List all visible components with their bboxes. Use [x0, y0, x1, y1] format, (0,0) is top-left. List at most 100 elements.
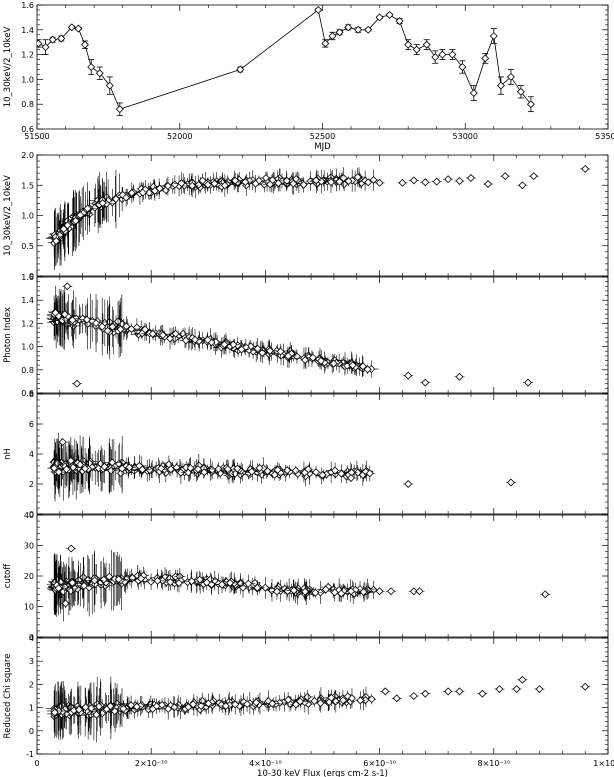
y-tick-label: 0.6	[21, 389, 34, 398]
data-point	[421, 689, 430, 698]
data-point	[535, 685, 544, 694]
y-tick-label: 1.6	[21, 1, 34, 10]
data-point	[261, 173, 270, 182]
y-tick-label: 0	[29, 633, 34, 642]
y-tick-label: 0.8	[21, 366, 34, 375]
data-point	[412, 45, 421, 54]
data-point	[526, 100, 535, 109]
data-point	[387, 587, 395, 596]
data-point	[292, 174, 301, 183]
data-point	[158, 331, 167, 340]
data-point	[369, 585, 378, 594]
data-point	[153, 576, 162, 585]
y-tick-label: 20	[24, 572, 34, 581]
data-point	[327, 178, 336, 187]
data-point	[252, 698, 261, 707]
data-point	[318, 471, 327, 479]
data-point	[63, 282, 72, 291]
data-point	[283, 466, 292, 475]
y-axis-label: 10_30keV/2_10keV	[3, 175, 13, 256]
data-point	[415, 587, 424, 596]
data-point	[116, 469, 125, 478]
chart-photon-index: 0.6 0.8 1.0 1.2 1.4 1.6 Photon Index	[3, 273, 609, 398]
y-tick-label: 0.6	[21, 125, 34, 134]
data-point	[356, 696, 365, 705]
x-tick-label: 51500	[24, 132, 49, 141]
data-point	[186, 464, 195, 472]
data-point	[148, 704, 157, 713]
x-tick-label: 0	[34, 759, 39, 768]
data-point	[203, 335, 212, 344]
data-point	[367, 695, 376, 704]
data-point	[52, 237, 61, 245]
x-tick-label: 52000	[167, 132, 192, 141]
y-tick-label: 10	[24, 603, 34, 612]
x-axis-label: 10-30 keV Flux (ergs cm-2 s-1)	[257, 769, 388, 777]
data-point	[83, 315, 91, 324]
data-point	[145, 466, 154, 475]
data-point	[62, 465, 71, 474]
data-point	[312, 176, 321, 185]
data-point	[347, 474, 356, 482]
data-point	[189, 700, 198, 709]
data-point	[274, 179, 283, 188]
data-point	[344, 177, 353, 186]
data-point	[99, 575, 108, 584]
data-point	[422, 40, 431, 49]
data-point	[381, 687, 390, 696]
data-point	[385, 10, 394, 19]
data-point	[68, 316, 77, 325]
data-point	[214, 465, 223, 473]
data-point	[237, 345, 246, 354]
data-point	[63, 221, 72, 230]
data-point	[66, 456, 75, 465]
plot-frame	[36, 276, 609, 394]
data-point	[308, 353, 317, 362]
data-point	[92, 319, 101, 328]
plot-frame	[36, 154, 609, 277]
data-point	[108, 458, 117, 467]
data-point	[188, 181, 197, 190]
data-point	[581, 164, 590, 173]
data-point	[404, 40, 413, 49]
data-point	[337, 589, 346, 598]
data-point	[37, 39, 43, 48]
plot-frame	[36, 4, 609, 130]
data-point	[202, 578, 211, 587]
data-point	[289, 586, 298, 595]
y-tick-label: 1.6	[21, 273, 34, 282]
data-point	[98, 322, 107, 331]
y-tick-label: 1.0	[21, 343, 34, 352]
data-point	[87, 63, 96, 71]
data-point	[75, 705, 84, 714]
data-point	[60, 310, 69, 319]
y-tick-label: 0.5	[21, 242, 34, 251]
data-point	[182, 336, 190, 345]
data-point	[48, 35, 57, 44]
data-point	[327, 693, 336, 702]
data-point	[301, 356, 310, 365]
data-point	[184, 703, 193, 712]
data-point	[74, 24, 83, 33]
data-point	[265, 346, 274, 355]
data-point	[81, 464, 90, 473]
data-point	[496, 81, 505, 90]
data-point	[284, 695, 293, 704]
data-point	[54, 584, 63, 593]
y-tick-label: 40	[24, 511, 34, 520]
data-point	[444, 687, 453, 696]
data-point	[466, 174, 475, 182]
data-point	[359, 362, 367, 371]
data-point	[506, 72, 515, 81]
x-tick-label: 6×10⁻¹⁰	[363, 759, 396, 768]
data-point	[187, 577, 196, 586]
data-point	[157, 464, 166, 473]
data-layer	[47, 432, 516, 502]
data-point	[106, 702, 115, 711]
data-point	[41, 43, 50, 52]
data-point	[251, 179, 260, 188]
data-point	[299, 180, 308, 189]
data-point	[529, 172, 538, 181]
